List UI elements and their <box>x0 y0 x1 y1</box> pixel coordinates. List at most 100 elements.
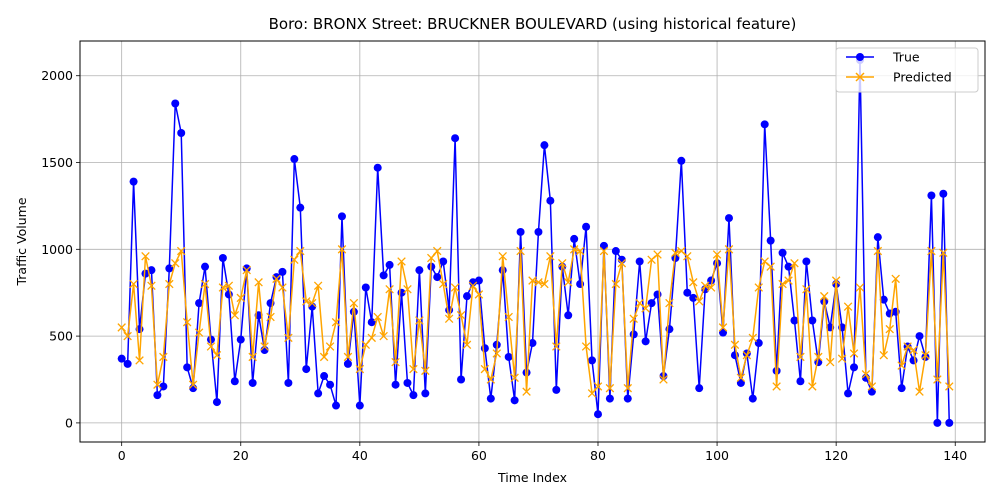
series-line-true <box>121 59 951 424</box>
data-point-predicted <box>427 253 436 263</box>
data-point-true <box>337 212 346 221</box>
data-point-predicted <box>694 297 704 306</box>
data-point-predicted <box>153 380 162 389</box>
data-point-predicted <box>563 278 573 287</box>
data-point-true <box>933 418 942 427</box>
data-point-predicted <box>528 276 537 285</box>
data-point-true <box>784 262 793 271</box>
legend-predicted-marker <box>855 72 865 82</box>
data-point-predicted <box>748 333 758 343</box>
data-point-true <box>927 191 936 200</box>
data-point-true <box>242 264 251 273</box>
data-point-true <box>391 380 400 389</box>
data-point-predicted <box>290 255 299 264</box>
data-point-true <box>879 295 888 304</box>
data-point-predicted <box>790 258 799 268</box>
data-point-predicted <box>897 361 906 370</box>
data-point-true <box>195 299 204 308</box>
data-point-predicted <box>480 364 490 374</box>
data-point-predicted <box>272 274 281 284</box>
data-point-predicted <box>885 324 894 334</box>
data-point-predicted <box>617 258 627 268</box>
x-tick-label: 120 <box>824 448 848 463</box>
data-point-predicted <box>706 283 716 292</box>
data-point-predicted <box>522 387 531 396</box>
data-point-true <box>623 394 632 403</box>
data-point-predicted <box>504 312 513 322</box>
data-point-predicted <box>552 342 561 351</box>
data-point-true <box>570 234 579 243</box>
legend-true-label: True <box>892 50 920 65</box>
data-point-true <box>463 292 472 301</box>
data-point-true <box>850 363 859 372</box>
data-point-predicted <box>176 246 186 256</box>
data-point-predicted <box>242 265 251 275</box>
data-point-true <box>790 316 799 325</box>
data-point-predicted <box>742 350 752 360</box>
data-point-true <box>302 365 311 374</box>
data-point-true <box>635 257 644 266</box>
data-point-predicted <box>385 284 394 294</box>
data-point-predicted <box>861 370 871 379</box>
data-point-predicted <box>379 331 388 341</box>
data-point-predicted <box>373 312 382 322</box>
data-point-true <box>373 163 382 172</box>
y-tick-label: 2000 <box>41 68 73 83</box>
data-point-true <box>385 260 394 269</box>
data-point-predicted <box>409 364 418 374</box>
data-point-predicted <box>802 284 811 294</box>
legend-predicted-label: Predicted <box>893 70 952 85</box>
data-point-predicted <box>587 389 597 398</box>
data-point-predicted <box>123 331 132 341</box>
x-tick-label: 140 <box>943 448 967 463</box>
data-point-predicted <box>224 281 234 291</box>
series-markers-predicted <box>117 245 954 398</box>
data-point-predicted <box>540 279 549 289</box>
data-point-predicted <box>700 281 710 291</box>
data-point-predicted <box>301 297 311 306</box>
data-point-predicted <box>474 290 484 299</box>
data-point-predicted <box>683 251 692 261</box>
data-point-true <box>284 378 293 387</box>
data-point-predicted <box>492 349 502 358</box>
data-point-true <box>629 330 638 339</box>
data-point-predicted <box>391 357 400 367</box>
data-point-predicted <box>135 356 144 365</box>
data-point-true <box>451 134 460 143</box>
data-point-predicted <box>891 274 900 284</box>
data-point-true <box>230 377 239 386</box>
chart-title: Boro: BRONX Street: BRUCKNER BOULEVARD (… <box>269 15 797 33</box>
data-point-predicted <box>307 298 317 308</box>
data-point-true <box>719 328 728 337</box>
data-point-true <box>641 337 650 346</box>
data-point-true <box>510 396 519 405</box>
x-tick-label: 60 <box>471 448 487 463</box>
data-point-predicted <box>421 366 430 376</box>
data-point-true <box>683 288 692 297</box>
data-point-predicted <box>278 283 287 292</box>
data-point-predicted <box>325 342 335 351</box>
data-point-predicted <box>730 340 740 350</box>
x-axis-label: Time Index <box>497 470 567 485</box>
data-point-predicted <box>456 311 466 320</box>
data-point-true <box>421 389 430 398</box>
data-point-true <box>653 290 662 299</box>
data-point-true <box>748 394 757 403</box>
data-point-true <box>141 269 150 278</box>
data-point-predicted <box>337 245 347 254</box>
data-point-predicted <box>843 302 853 311</box>
data-point-predicted <box>915 387 924 396</box>
data-point-predicted <box>248 352 257 362</box>
data-point-predicted <box>867 382 877 391</box>
data-point-true <box>516 227 525 236</box>
data-point-true <box>689 293 698 302</box>
data-point-predicted <box>200 279 210 289</box>
data-point-predicted <box>575 246 585 256</box>
data-point-true <box>766 236 775 245</box>
data-point-predicted <box>903 342 912 351</box>
data-point-true <box>314 389 323 398</box>
data-point-predicted <box>736 373 746 383</box>
data-point-predicted <box>432 246 442 256</box>
data-point-predicted <box>141 251 150 261</box>
data-point-true <box>522 368 531 377</box>
